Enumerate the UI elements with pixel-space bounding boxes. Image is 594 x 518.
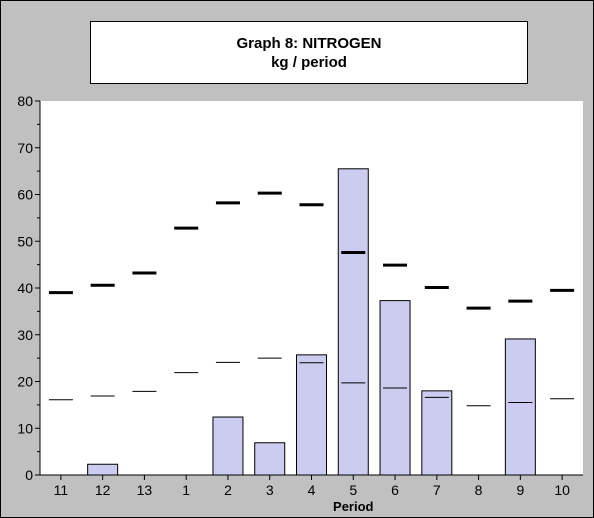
chart-title: Graph 8: NITROGEN <box>236 34 382 52</box>
y-tick-label-60: 60 <box>17 187 33 203</box>
x-tick-label-8: 8 <box>475 482 483 498</box>
bar-3 <box>254 442 286 476</box>
y-tick-label-20: 20 <box>17 374 33 390</box>
bar-4 <box>296 354 327 476</box>
x-tick-label-1: 1 <box>182 482 190 498</box>
x-tick-label-5: 5 <box>349 482 357 498</box>
y-tick-label-0: 0 <box>25 467 33 483</box>
x-tick-label-3: 3 <box>266 482 274 498</box>
x-tick-label-9: 9 <box>516 482 524 498</box>
x-tick-label-11: 11 <box>54 482 69 498</box>
y-tick-label-70: 70 <box>17 140 33 156</box>
y-tick-label-80: 80 <box>17 93 33 109</box>
x-tick-label-2: 2 <box>224 482 232 498</box>
x-tick-label-10: 10 <box>554 482 570 498</box>
chart-title-box: Graph 8: NITROGEN kg / period <box>90 21 528 84</box>
x-tick-label-6: 6 <box>391 482 399 498</box>
bar-9 <box>504 338 536 476</box>
x-tick-label-13: 13 <box>137 482 153 498</box>
x-tick-label-7: 7 <box>433 482 441 498</box>
bar-5 <box>337 168 369 476</box>
y-tick-label-50: 50 <box>17 233 33 249</box>
x-axis-title: Period <box>333 499 374 514</box>
y-tick-label-30: 30 <box>17 327 33 343</box>
x-tick-label-4: 4 <box>308 482 316 498</box>
bar-7 <box>421 390 453 476</box>
bar-2 <box>212 416 244 476</box>
chart-subtitle: kg / period <box>271 53 347 71</box>
y-tick-label-40: 40 <box>17 280 33 296</box>
x-tick-label-12: 12 <box>95 482 111 498</box>
bar-12 <box>87 463 119 476</box>
y-tick-label-10: 10 <box>17 420 33 436</box>
